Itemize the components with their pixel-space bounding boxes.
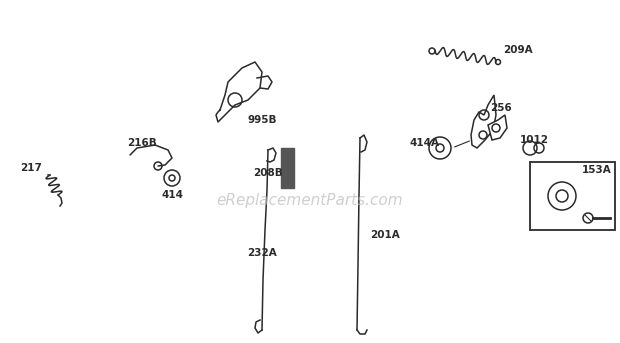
Text: eReplacementParts.com: eReplacementParts.com — [216, 192, 404, 208]
Polygon shape — [471, 95, 496, 148]
Text: 414: 414 — [162, 190, 184, 200]
Text: 217: 217 — [20, 163, 42, 173]
Text: 208B: 208B — [253, 168, 283, 178]
Text: 995B: 995B — [248, 115, 278, 125]
Text: 232A: 232A — [247, 248, 277, 258]
Bar — [530, 162, 615, 230]
Text: 256: 256 — [490, 103, 511, 113]
Text: 153A: 153A — [582, 165, 612, 175]
Text: 414A: 414A — [410, 138, 440, 148]
Text: 216B: 216B — [127, 138, 157, 148]
Text: 209A: 209A — [503, 45, 533, 55]
Text: 1012: 1012 — [520, 135, 549, 145]
Text: 201A: 201A — [370, 230, 400, 240]
Polygon shape — [488, 115, 507, 140]
Bar — [281, 148, 294, 188]
